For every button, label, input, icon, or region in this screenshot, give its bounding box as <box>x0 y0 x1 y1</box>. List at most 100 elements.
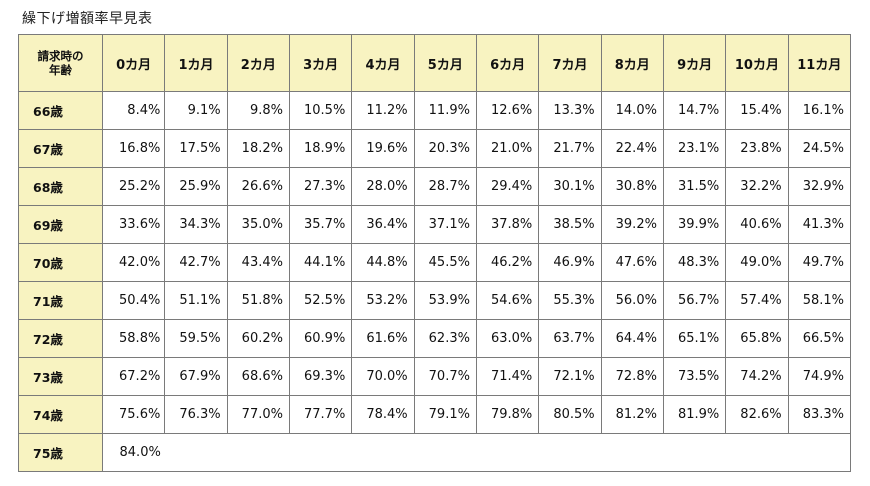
rate-cell: 39.9% <box>662 205 727 244</box>
rate-cell: 12.6% <box>475 91 540 130</box>
rate-cell: 28.0% <box>351 167 415 206</box>
rate-cell: 17.5% <box>164 129 228 168</box>
table-body: 66歳 8.4% 9.1% 9.8% 10.5% 11.2% 11.9% 12.6% 13.3%… <box>18 91 852 472</box>
table-row: 68歳 25.2% 25.9% 26.6% 27.3% 28.0% 28.7% 29.4% 30… <box>18 167 852 206</box>
month-header: 8カ月 <box>600 34 664 92</box>
month-header: 1カ月 <box>164 34 228 92</box>
rate-cell: 46.9% <box>538 243 602 282</box>
rate-cell: 11.9% <box>413 91 477 130</box>
rate-cell: 61.6% <box>351 319 415 358</box>
age-label: 66歳 <box>18 91 103 130</box>
rate-cell: 56.7% <box>662 281 727 320</box>
table-row: 71歳 50.4% 51.1% 51.8% 52.5% 53.2% 53.9% 54.6% 55… <box>18 281 852 320</box>
rate-cell: 41.3% <box>787 205 852 244</box>
rate-cell: 84.0% <box>101 433 165 472</box>
rate-cell: 55.3% <box>538 281 602 320</box>
rate-cell: 19.6% <box>351 129 415 168</box>
rate-cell: 71.4% <box>475 357 540 396</box>
rate-cell: 14.0% <box>600 91 664 130</box>
rate-cell: 74.9% <box>787 357 852 396</box>
rate-cell: 62.3% <box>413 319 477 358</box>
rate-cell: 9.1% <box>164 91 228 130</box>
empty-cell <box>164 433 851 472</box>
rate-cell: 64.4% <box>600 319 664 358</box>
rate-cell: 42.7% <box>164 243 228 282</box>
rate-cell: 53.9% <box>413 281 477 320</box>
rate-cell: 30.8% <box>600 167 664 206</box>
age-label: 74歳 <box>18 395 103 434</box>
table-row: 67歳 16.8% 17.5% 18.2% 18.9% 19.6% 20.3% 21.0% 21… <box>18 129 852 168</box>
age-label: 70歳 <box>18 243 103 282</box>
rate-cell: 40.6% <box>725 205 789 244</box>
month-header: 3カ月 <box>288 34 353 92</box>
rate-cell: 14.7% <box>662 91 727 130</box>
rate-cell: 15.4% <box>725 91 789 130</box>
age-label: 71歳 <box>18 281 103 320</box>
rate-cell: 58.8% <box>101 319 166 358</box>
rate-cell: 46.2% <box>475 243 540 282</box>
rate-cell: 21.0% <box>475 129 540 168</box>
deferral-rate-table: 請求時の 年齢 0カ月 1カ月 2カ月 3カ月 4カ月 5カ月 6カ月 7カ月 8カ月 9カ月 10… <box>18 34 852 472</box>
rate-cell: 16.8% <box>101 129 166 168</box>
rate-cell: 67.2% <box>101 357 166 396</box>
rate-cell: 26.6% <box>226 167 290 206</box>
table-row: 75歳 84.0% <box>18 433 851 472</box>
rate-cell: 32.2% <box>725 167 789 206</box>
rate-cell: 57.4% <box>725 281 789 320</box>
rate-cell: 10.5% <box>288 91 353 130</box>
rate-cell: 73.5% <box>662 357 727 396</box>
month-header: 10カ月 <box>725 34 789 92</box>
rate-cell: 49.0% <box>725 243 789 282</box>
rate-cell: 63.7% <box>538 319 602 358</box>
rate-cell: 78.4% <box>351 395 415 434</box>
table-row: 70歳 42.0% 42.7% 43.4% 44.1% 44.8% 45.5% 46.2% 46… <box>18 243 852 282</box>
month-header: 0カ月 <box>101 34 166 92</box>
rate-cell: 60.9% <box>288 319 353 358</box>
rate-cell: 48.3% <box>662 243 727 282</box>
rate-cell: 56.0% <box>600 281 664 320</box>
rate-cell: 51.8% <box>226 281 290 320</box>
rate-cell: 77.7% <box>288 395 353 434</box>
corner-label-line1: 請求時の <box>37 49 84 63</box>
rate-cell: 34.3% <box>164 205 228 244</box>
header-row: 請求時の 年齢 0カ月 1カ月 2カ月 3カ月 4カ月 5カ月 6カ月 7カ月 8カ月 9カ月 10… <box>18 34 852 92</box>
rate-cell: 68.6% <box>226 357 290 396</box>
rate-cell: 31.5% <box>662 167 727 206</box>
rate-cell: 25.9% <box>164 167 228 206</box>
month-header: 11カ月 <box>787 34 852 92</box>
rate-cell: 65.1% <box>662 319 727 358</box>
rate-cell: 79.8% <box>475 395 540 434</box>
rate-cell: 29.4% <box>475 167 540 206</box>
rate-cell: 21.7% <box>538 129 602 168</box>
rate-cell: 76.3% <box>164 395 228 434</box>
rate-cell: 72.8% <box>600 357 664 396</box>
month-header: 2カ月 <box>226 34 290 92</box>
age-label: 75歳 <box>18 433 103 472</box>
rate-cell: 32.9% <box>787 167 852 206</box>
rate-cell: 8.4% <box>101 91 166 130</box>
rate-cell: 39.2% <box>600 205 664 244</box>
rate-cell: 42.0% <box>101 243 166 282</box>
rate-cell: 54.6% <box>475 281 540 320</box>
table-row: 73歳 67.2% 67.9% 68.6% 69.3% 70.0% 70.7% 71.4% 72… <box>18 357 852 396</box>
table-row: 72歳 58.8% 59.5% 60.2% 60.9% 61.6% 62.3% 63.0% 63… <box>18 319 852 358</box>
rate-cell: 11.2% <box>351 91 415 130</box>
table-row: 74歳 75.6% 76.3% 77.0% 77.7% 78.4% 79.1% 79.8% 80… <box>18 395 852 434</box>
rate-cell: 16.1% <box>787 91 852 130</box>
age-label: 67歳 <box>18 129 103 168</box>
rate-cell: 63.0% <box>475 319 540 358</box>
rate-cell: 67.9% <box>164 357 228 396</box>
rate-cell: 53.2% <box>351 281 415 320</box>
rate-cell: 49.7% <box>787 243 852 282</box>
age-label: 73歳 <box>18 357 103 396</box>
rate-cell: 18.9% <box>288 129 353 168</box>
month-header: 4カ月 <box>351 34 415 92</box>
month-header: 7カ月 <box>538 34 602 92</box>
rate-cell: 81.2% <box>600 395 664 434</box>
rate-cell: 82.6% <box>725 395 789 434</box>
age-label: 68歳 <box>18 167 103 206</box>
rate-cell: 70.7% <box>413 357 477 396</box>
rate-cell: 13.3% <box>538 91 602 130</box>
rate-cell: 35.7% <box>288 205 353 244</box>
rate-cell: 51.1% <box>164 281 228 320</box>
